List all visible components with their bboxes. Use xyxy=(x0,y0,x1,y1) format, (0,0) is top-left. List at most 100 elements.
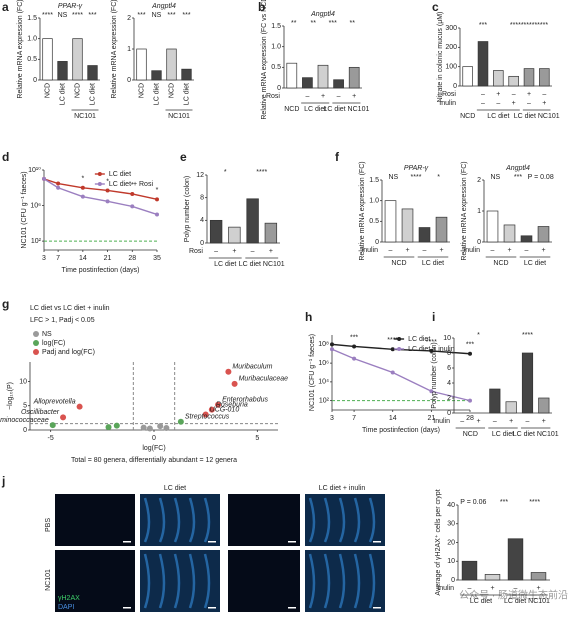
row-value: + xyxy=(541,247,545,254)
panel-letter: h xyxy=(305,310,312,324)
significance: ** xyxy=(311,20,317,27)
group-label: NCD xyxy=(463,431,478,438)
bar xyxy=(348,66,360,89)
x-tick-label: 14 xyxy=(389,415,397,422)
scale-bar xyxy=(288,541,296,543)
y-axis-label: NC101 (CFU g⁻¹ faeces) xyxy=(21,171,28,248)
y-tick-label: 10⁸ xyxy=(318,341,329,348)
row-value: + xyxy=(405,247,409,254)
y-axis-label: Relative mRNA expression (FC) xyxy=(359,161,366,260)
x-tick-label: LC diet xyxy=(59,83,66,105)
point-label: Muribaculum xyxy=(232,364,272,371)
marker xyxy=(429,348,434,353)
bar xyxy=(530,572,547,581)
significance: **** xyxy=(72,12,83,19)
bar xyxy=(486,210,499,243)
marker xyxy=(468,398,472,403)
tissue-texture xyxy=(143,497,151,543)
tissue-texture xyxy=(203,497,211,543)
bar xyxy=(228,226,241,244)
marker xyxy=(155,197,159,202)
point-label: Streptococcus xyxy=(185,414,230,421)
y-tick-label: 0.5 xyxy=(27,56,37,63)
y-tick-label: 1.5 xyxy=(27,15,37,22)
group-label: LC diet xyxy=(470,598,492,605)
significance: *** xyxy=(88,12,96,19)
point xyxy=(231,380,238,387)
y-axis-label: NC101 (CFU g⁻¹ faeces) xyxy=(309,334,316,411)
y-tick-label: 1.0 xyxy=(271,44,281,51)
row-label: NC101 xyxy=(45,569,52,591)
row-value: + xyxy=(321,93,325,100)
group-label: NCD xyxy=(391,260,406,267)
y-tick-label: 6 xyxy=(447,365,451,372)
y-tick-label: 10¹⁰ xyxy=(28,166,41,174)
bar xyxy=(384,200,397,243)
y-tick-label: 10⁶ xyxy=(30,202,41,209)
bar xyxy=(264,222,278,244)
y-tick-label: 0 xyxy=(447,410,451,417)
point-label: Alloprevotella xyxy=(33,399,76,406)
tissue-texture xyxy=(158,497,166,543)
group-label: NCD xyxy=(493,260,508,267)
y-axis-label: Average of γH2AX⁺ cells per crypt xyxy=(434,489,442,595)
row-value: – xyxy=(337,93,341,100)
y-tick-label: 0 xyxy=(127,77,131,84)
x-tick-label: NCD xyxy=(138,83,145,98)
row-label: Rosi xyxy=(266,93,280,100)
x-tick-label: 21 xyxy=(104,255,112,262)
tissue-texture xyxy=(353,553,361,609)
panel-title: PPAR-γ xyxy=(404,165,429,172)
row-value: – xyxy=(481,91,485,98)
group-label: LC diet xyxy=(487,113,509,120)
y-tick-label: 100 xyxy=(445,64,457,71)
x-tick-label: LC diet xyxy=(183,83,190,105)
marker xyxy=(352,356,357,361)
significance: * xyxy=(477,332,480,339)
panel-letter: j xyxy=(1,474,5,488)
y-axis-label: Relative mRNA expression (FC vs NCD) xyxy=(261,0,268,120)
marker xyxy=(352,344,357,349)
panel-title: LC diet vs LC diet + inulin xyxy=(30,305,110,312)
row-value: – xyxy=(514,585,518,592)
row-label: Inulin xyxy=(437,585,454,592)
y-tick-label: 10⁴ xyxy=(318,379,329,386)
y-tick-label: 2 xyxy=(127,15,131,22)
panel-title: PPAR-γ xyxy=(58,3,83,10)
x-tick-label: NCD xyxy=(74,83,81,98)
y-tick-label: 4 xyxy=(200,217,204,224)
panel-title: Angptl4 xyxy=(505,165,530,172)
panel-letter: d xyxy=(2,150,9,164)
legend-label: log(FC) xyxy=(42,340,65,347)
y-tick-label: 0 xyxy=(33,77,37,84)
bar xyxy=(484,574,501,581)
y-tick-label: 1.0 xyxy=(27,36,37,43)
bar xyxy=(462,66,473,87)
significance: NS xyxy=(58,12,68,19)
x-tick-label: 5 xyxy=(255,435,259,442)
y-tick-label: 30 xyxy=(447,521,455,528)
significance: P = 0.06 xyxy=(460,499,486,506)
y-tick-label: 5 xyxy=(23,403,27,410)
row-label: Inulin xyxy=(439,100,456,107)
row-value: + xyxy=(496,91,500,98)
row-value: – xyxy=(481,100,485,107)
x-axis-label: Time postinfection (days) xyxy=(62,267,140,274)
bar xyxy=(418,227,431,243)
bar xyxy=(538,397,550,414)
row-value: – xyxy=(305,93,309,100)
legend-label: Padj and log(FC) xyxy=(42,349,95,356)
group-label: LC diet NC101 xyxy=(513,431,559,438)
point-label: UCG-010 xyxy=(210,406,240,413)
bar xyxy=(401,208,414,243)
bar xyxy=(521,352,534,414)
scale-bar xyxy=(373,541,381,543)
scale-bar xyxy=(208,607,216,609)
marker xyxy=(429,389,434,394)
legend-marker xyxy=(33,340,39,346)
significance: * xyxy=(106,178,109,185)
point-label: Roseburia xyxy=(216,401,248,408)
scale-bar xyxy=(288,607,296,609)
x-tick-label: 28 xyxy=(128,255,136,262)
row-value: – xyxy=(496,100,500,107)
